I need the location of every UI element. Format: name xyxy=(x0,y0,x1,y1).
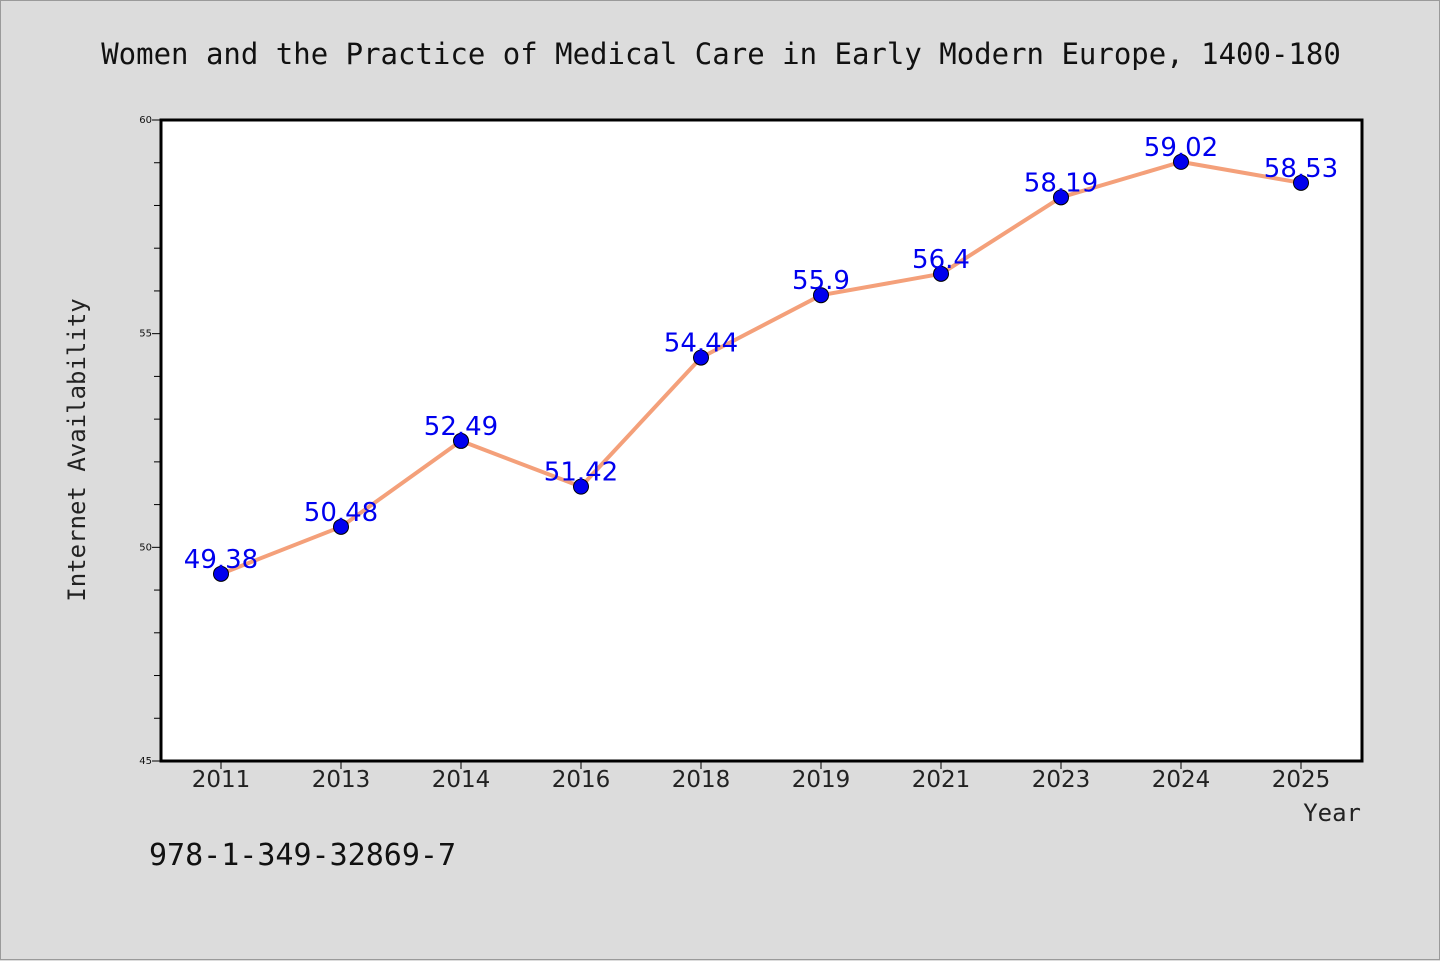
data-label: 58.53 xyxy=(1264,154,1338,184)
data-label: 49.38 xyxy=(184,545,258,575)
y-axis-label: Internet Availability xyxy=(63,298,91,601)
data-point-marker xyxy=(1053,189,1069,206)
data-point-marker xyxy=(573,478,589,495)
x-tick-label: 2021 xyxy=(912,767,971,793)
x-tick-label: 2023 xyxy=(1032,767,1091,793)
data-point-marker xyxy=(213,565,229,582)
y-tick-label: 50 xyxy=(139,542,152,553)
x-tick-label: 2019 xyxy=(792,767,851,793)
y-tick-label: 60 xyxy=(139,115,152,126)
data-labels: 49.38 50.48 52.49 51.42 54.44 55.9 56.4 58.19 59… xyxy=(184,133,1338,575)
data-label: 54.44 xyxy=(664,329,738,359)
isbn-footer: 978-1-349-32869-7 xyxy=(149,838,456,873)
data-label: 50.48 xyxy=(304,498,378,528)
data-label: 56.4 xyxy=(912,245,970,275)
data-label: 55.9 xyxy=(792,266,850,296)
x-tick-label: 2025 xyxy=(1272,767,1331,793)
y-tick-label: 55 xyxy=(139,329,152,340)
data-label: 58.19 xyxy=(1024,168,1098,198)
data-point-marker xyxy=(933,265,949,282)
x-tick-label: 2011 xyxy=(192,767,251,793)
data-point-marker xyxy=(1173,153,1189,170)
x-tick-label: 2016 xyxy=(552,767,611,793)
data-point-marker xyxy=(333,518,349,535)
y-tick-label: 45 xyxy=(139,756,152,767)
data-point-marker xyxy=(1293,174,1309,191)
chart-title: Women and the Practice of Medical Care i… xyxy=(101,37,1341,71)
x-tick-label: 2018 xyxy=(672,767,731,793)
series-line xyxy=(220,159,1302,576)
data-point-marker xyxy=(813,287,829,304)
y-axis: 45 50 55 60 xyxy=(139,115,161,767)
x-axis: 2011 2013 2014 2016 2018 2019 2021 2023 2024 2025 xyxy=(192,761,1331,793)
x-axis-label: Year xyxy=(1303,799,1361,827)
data-label: 59.02 xyxy=(1144,133,1218,163)
series-markers xyxy=(213,153,1309,582)
data-label: 52.49 xyxy=(424,412,498,442)
x-tick-label: 2014 xyxy=(432,767,491,793)
x-tick-label: 2024 xyxy=(1152,767,1211,793)
data-label: 51.42 xyxy=(544,458,618,488)
x-tick-label: 2013 xyxy=(312,767,371,793)
data-point-marker xyxy=(693,349,709,366)
plot-area xyxy=(159,118,1364,763)
data-point-marker xyxy=(453,432,469,449)
